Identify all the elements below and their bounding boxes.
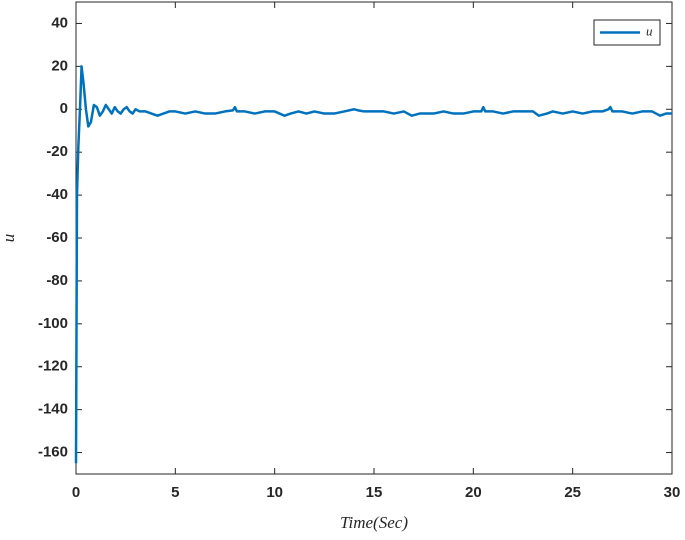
y-tick-label: -60	[46, 229, 68, 246]
y-tick-label: 20	[51, 57, 68, 74]
y-tick-label: -160	[38, 444, 68, 461]
y-tick-label: 0	[60, 100, 68, 117]
x-tick-label: 0	[72, 484, 80, 501]
y-tick-label: -140	[38, 401, 68, 418]
y-axis-label: u	[0, 234, 18, 243]
y-tick-label: -20	[46, 143, 68, 160]
x-tick-label: 30	[664, 484, 681, 501]
x-tick-label: 5	[171, 484, 179, 501]
y-tick-label: -80	[46, 272, 68, 289]
x-tick-label: 25	[564, 484, 581, 501]
plot-area	[75, 1, 673, 475]
legend-label: u	[646, 23, 653, 38]
y-tick-label: -40	[46, 186, 68, 203]
x-axis-label: Time(Sec)	[340, 513, 408, 532]
x-tick-label: 15	[366, 484, 383, 501]
y-tick-label: 40	[51, 14, 68, 31]
y-tick-label: -120	[38, 358, 68, 375]
data-line	[74, 65, 672, 464]
y-tick-label: -100	[38, 315, 68, 332]
x-tick-label: 20	[465, 484, 482, 501]
x-tick-label: 10	[266, 484, 283, 501]
